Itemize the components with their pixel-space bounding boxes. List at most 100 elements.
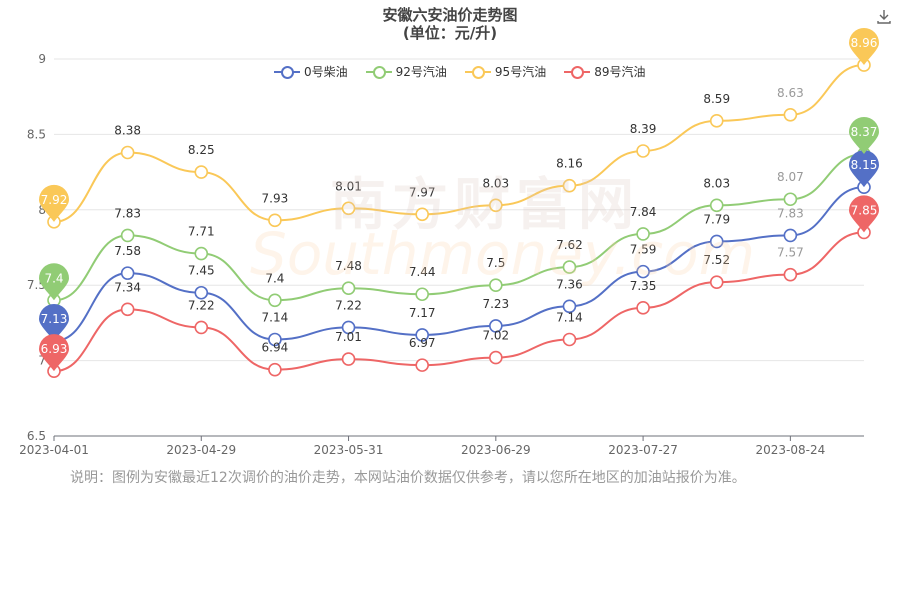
data-label: 7.71: [188, 225, 215, 239]
data-point[interactable]: [415, 328, 429, 342]
data-label: 7.5: [486, 256, 505, 270]
data-point[interactable]: [636, 144, 650, 158]
data-point[interactable]: [194, 246, 209, 261]
legend-label: 89号汽油: [594, 65, 646, 79]
pin-marker[interactable]: [849, 28, 879, 66]
legend-item[interactable]: 89号汽油: [564, 63, 645, 80]
data-label: 7.52: [703, 253, 730, 267]
data-point[interactable]: [120, 266, 135, 280]
data-point[interactable]: [341, 352, 356, 366]
data-point[interactable]: [562, 299, 577, 314]
data-point[interactable]: [783, 192, 798, 207]
chart-note: 说明：图例为安徽最近12次调价的油价走势，本网站油价数据仅供参考，请以您所在地区…: [70, 470, 746, 486]
data-point[interactable]: [783, 107, 798, 122]
y-tick-label: 7: [38, 354, 46, 368]
pin-label: 8.15: [851, 158, 878, 172]
data-point[interactable]: [562, 332, 577, 347]
pin-label: 8.96: [851, 36, 878, 50]
data-point[interactable]: [489, 319, 503, 333]
watermark-sub: Southmoney.com: [250, 220, 756, 288]
data-point[interactable]: [783, 228, 798, 243]
data-point[interactable]: [636, 301, 650, 315]
data-point[interactable]: [194, 320, 209, 335]
data-point[interactable]: [415, 358, 429, 372]
data-point[interactable]: [341, 320, 356, 335]
data-point[interactable]: [341, 281, 356, 296]
data-label: 6.94: [262, 341, 289, 355]
x-tick-label: 2023-04-29: [166, 443, 236, 457]
data-point[interactable]: [709, 275, 724, 289]
legend-item[interactable]: 0号柴油: [274, 63, 348, 80]
data-point[interactable]: [636, 264, 650, 279]
data-label: 7.84: [630, 205, 657, 219]
legend-item[interactable]: 92号汽油: [365, 63, 447, 80]
pin-marker[interactable]: [39, 334, 69, 372]
chart-title: 安徽六安油价走势图: [382, 6, 518, 24]
data-label: 8.63: [777, 86, 804, 100]
data-point[interactable]: [709, 114, 724, 128]
x-tick-label: 2023-05-31: [314, 443, 384, 457]
data-point[interactable]: [120, 228, 135, 243]
data-label: 7.93: [262, 191, 289, 205]
x-tick-label: 2023-04-01: [19, 443, 89, 457]
data-label: 8.16: [556, 157, 583, 171]
data-label: 7.79: [703, 212, 730, 226]
data-point[interactable]: [415, 287, 429, 302]
y-tick-label: 8.5: [27, 127, 46, 141]
data-label: 7.22: [335, 298, 362, 312]
data-point[interactable]: [709, 234, 724, 249]
legend-item[interactable]: 95号汽油: [464, 63, 546, 80]
data-point[interactable]: [489, 350, 503, 365]
pin-marker[interactable]: [849, 117, 879, 155]
pin-marker[interactable]: [39, 303, 69, 341]
download-icon[interactable]: [876, 8, 892, 24]
x-tick-label: 2023-08-24: [755, 443, 825, 457]
watermark: 南方财富网: [330, 173, 640, 238]
data-label: 7.4: [265, 271, 284, 285]
data-label: 8.25: [188, 143, 215, 157]
data-label: 7.35: [630, 279, 657, 293]
data-point[interactable]: [562, 260, 577, 274]
data-label: 8.03: [482, 176, 509, 190]
data-point[interactable]: [268, 213, 282, 228]
y-tick-label: 9: [38, 52, 46, 66]
data-point[interactable]: [268, 293, 282, 308]
data-label: 7.48: [335, 259, 362, 273]
x-tick-label: 2023-06-29: [461, 443, 531, 457]
data-label: 7.83: [777, 206, 804, 220]
data-label: 7.02: [482, 329, 509, 343]
pin-marker[interactable]: [39, 184, 69, 222]
legend: 0号柴油 92号汽油 95号汽油 89号汽油: [274, 63, 645, 80]
data-label: 6.97: [409, 336, 436, 350]
legend-label: 0号柴油: [304, 65, 348, 79]
data-label: 7.59: [630, 243, 657, 257]
data-point[interactable]: [194, 285, 209, 300]
pin-marker[interactable]: [849, 150, 879, 188]
data-label: 7.01: [335, 330, 362, 344]
data-point[interactable]: [636, 227, 650, 241]
data-point[interactable]: [489, 278, 503, 293]
data-label: 7.14: [262, 310, 289, 324]
series-line-2: [53, 64, 865, 223]
pin-label: 6.93: [41, 342, 68, 356]
data-label: 7.83: [114, 206, 141, 220]
data-point[interactable]: [268, 332, 282, 347]
data-point[interactable]: [415, 207, 429, 222]
y-tick-label: 8: [38, 203, 46, 217]
data-point[interactable]: [120, 302, 135, 317]
pin-label: 7.92: [41, 193, 68, 207]
data-point[interactable]: [120, 145, 135, 160]
data-point[interactable]: [194, 165, 209, 179]
data-point[interactable]: [709, 198, 724, 213]
data-label: 8.59: [703, 92, 730, 106]
data-label: 7.58: [114, 244, 141, 258]
data-point[interactable]: [341, 201, 356, 216]
pin-marker[interactable]: [849, 195, 879, 233]
pin-label: 7.13: [41, 312, 68, 326]
data-point[interactable]: [783, 267, 798, 282]
data-point[interactable]: [489, 198, 503, 213]
data-label: 7.36: [556, 277, 583, 291]
data-point[interactable]: [562, 178, 577, 193]
data-point[interactable]: [268, 362, 282, 377]
pin-marker[interactable]: [39, 263, 69, 301]
